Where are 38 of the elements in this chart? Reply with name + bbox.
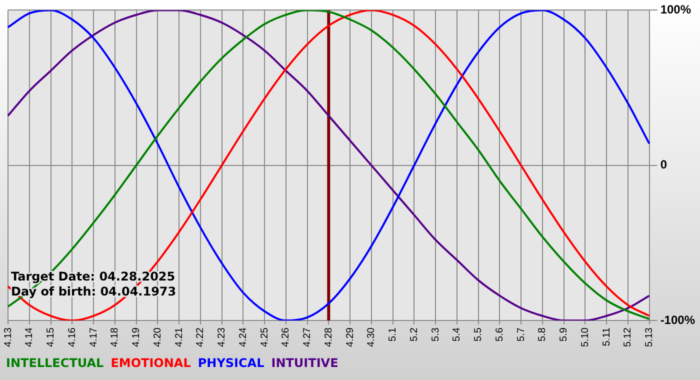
x-tick-label: 4.23 xyxy=(216,327,228,348)
x-tick-label: 4.24 xyxy=(238,327,249,348)
text: INTUITIVE xyxy=(271,356,338,370)
x-tick-label: 4.25 xyxy=(259,327,270,348)
x-tick-label: 5.1 xyxy=(388,327,399,342)
x-tick-label: 4.20 xyxy=(152,327,164,348)
x-tick-label: 5.9 xyxy=(558,327,570,342)
x-tick-label: 5.3 xyxy=(430,327,442,342)
y-tick-label: 0 xyxy=(660,158,668,172)
x-tick-label: 5.4 xyxy=(452,327,463,342)
x-tick-label: 4.22 xyxy=(195,327,206,348)
x-tick-label: 4.30 xyxy=(366,327,378,348)
y-tick-label: 100% xyxy=(660,2,692,17)
text: EMOTIONAL xyxy=(110,356,191,370)
x-tick-label: 5.6 xyxy=(494,327,506,342)
x-tick-label: 5.10 xyxy=(580,327,591,348)
x-tick-label: 4.27 xyxy=(302,327,314,348)
x-tick-label: 4.29 xyxy=(344,327,356,348)
x-tick-label: 4.15 xyxy=(46,327,57,348)
x-tick-label: 5.12 xyxy=(622,327,634,348)
x-tick-label: 5.5 xyxy=(473,327,484,342)
x-tick-label: 4.17 xyxy=(88,327,100,348)
x-tick-label: 5.8 xyxy=(537,327,548,342)
x-tick-label: 5.11 xyxy=(601,327,612,346)
x-tick-label: 4.26 xyxy=(280,327,292,348)
x-tick-label: 4.13 xyxy=(2,327,14,348)
x-tick-label: 4.18 xyxy=(110,327,121,348)
x-tick-label: 4.14 xyxy=(24,327,36,348)
x-tick-label: 4.21 xyxy=(174,327,185,348)
text: PHYSICAL xyxy=(198,356,264,370)
x-tick-label: 4.19 xyxy=(131,327,142,348)
y-tick-label: -100% xyxy=(660,312,696,327)
x-tick-label: 4.16 xyxy=(66,327,78,348)
x-tick-label: 5.2 xyxy=(408,327,420,342)
x-tick-label: 5.13 xyxy=(644,327,656,348)
x-tick-label: 4.28 xyxy=(323,327,334,348)
text: INTELLECTUAL xyxy=(6,356,104,370)
x-tick-label: 5.7 xyxy=(516,327,527,342)
